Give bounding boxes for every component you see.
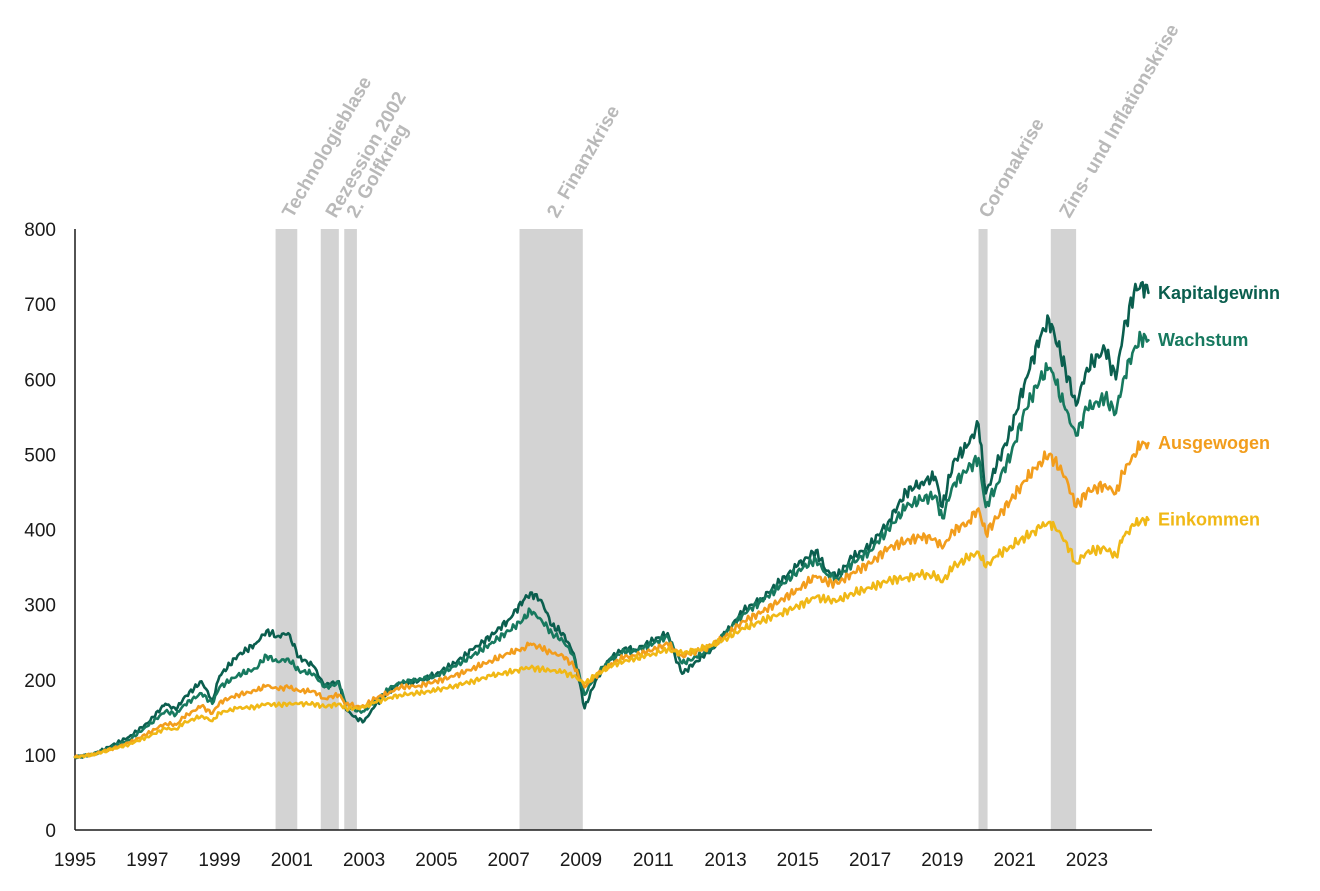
crisis-shade [275,229,298,830]
series-line-einkommen [73,515,1150,759]
series-label-wachstum: Wachstum [1158,330,1248,350]
series-lines [73,281,1150,760]
series-line-wachstum [73,330,1150,760]
x-tick-label: 2003 [343,850,385,871]
x-tick-label: 1995 [54,850,96,871]
y-tick-label: 600 [24,370,56,391]
y-tick-label: 0 [45,821,56,842]
series-labels: Kapitalgewinn Wachstum Ausgewogen Einkommen [1158,283,1280,530]
x-tick-label: 2011 [633,850,674,871]
crisis-shade [519,229,583,830]
y-tick-label: 700 [24,295,56,316]
crisis-shade [978,229,988,830]
y-tick-label: 400 [24,521,56,542]
y-tick-label: 100 [24,746,56,767]
axes: 0 100 200 300 400 500 600 700 800 1995 1997 1999 200… [24,220,1152,871]
x-tick-label: 2005 [415,850,457,871]
crisis-label: Coronakrise [975,115,1049,222]
x-tick-label: 1997 [126,850,168,871]
x-tick-label: 2009 [560,850,602,871]
x-tick-label: 2023 [1066,850,1108,871]
y-tick-label: 300 [24,596,56,617]
series-label-ausgewogen: Ausgewogen [1158,433,1270,453]
crisis-shade [344,229,357,830]
x-tick-label: 2021 [994,850,1036,871]
x-tick-label: 2001 [271,850,313,871]
x-tick-label: 1999 [198,850,240,871]
crisis-label: 2. Finanzkrise [543,102,624,221]
x-tick-label: 2017 [849,850,891,871]
y-tick-label: 500 [24,445,56,466]
x-tick-label: 2013 [704,850,746,871]
series-line-ausgewogen [73,440,1150,759]
y-tick-label: 800 [24,220,56,241]
crisis-label: Zins- und Inflationskrise [1056,21,1184,222]
x-tick-label: 2019 [921,850,963,871]
x-tick-label: 2007 [488,850,530,871]
crisis-shade [320,229,339,830]
series-label-kapitalgewinn: Kapitalgewinn [1158,283,1280,303]
x-tick-label: 2015 [777,850,819,871]
crisis-shades [275,229,1077,830]
y-tick-label: 200 [24,671,56,692]
series-label-einkommen: Einkommen [1158,510,1260,530]
